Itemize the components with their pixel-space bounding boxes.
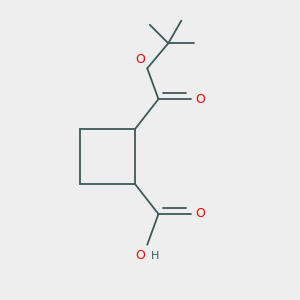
Text: O: O [195, 93, 205, 106]
Text: O: O [195, 208, 205, 220]
Text: O: O [136, 249, 146, 262]
Text: O: O [135, 53, 145, 66]
Text: H: H [151, 250, 160, 261]
